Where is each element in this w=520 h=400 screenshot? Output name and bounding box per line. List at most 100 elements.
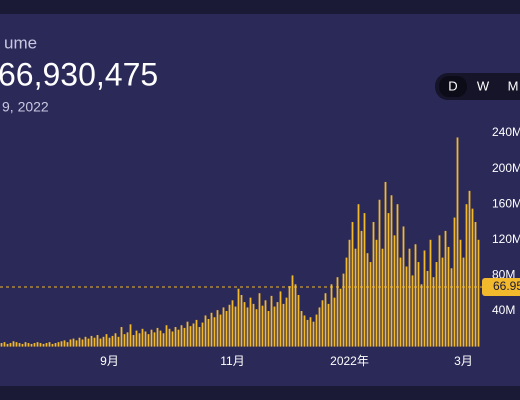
y-tick-label: 40M: [492, 303, 515, 317]
bar: [207, 319, 210, 347]
range-button[interactable]: D: [448, 78, 457, 93]
bar: [33, 343, 36, 347]
bar: [150, 329, 153, 347]
bar: [273, 306, 276, 347]
bar: [198, 327, 201, 347]
bar: [321, 300, 324, 347]
bar: [96, 335, 99, 347]
bar: [255, 309, 258, 347]
bar: [135, 330, 138, 347]
bar: [279, 291, 282, 347]
bar: [441, 257, 444, 347]
bar: [291, 275, 294, 347]
bar: [342, 273, 345, 347]
bar: [105, 334, 108, 347]
bar: [93, 337, 96, 347]
bar: [318, 307, 321, 347]
bar: [249, 297, 252, 347]
bar: [3, 342, 6, 347]
bar: [369, 262, 372, 347]
bar: [99, 338, 102, 347]
bar: [372, 222, 375, 347]
title: ume: [4, 33, 37, 52]
reference-label-box: [482, 278, 520, 297]
bar: [366, 253, 369, 347]
bar: [435, 262, 438, 347]
bar: [123, 334, 126, 347]
bar: [351, 222, 354, 347]
bar: [189, 326, 192, 347]
bar: [84, 336, 87, 347]
bar: [48, 342, 51, 347]
bar: [387, 213, 390, 347]
bar: [330, 284, 333, 347]
bar: [309, 317, 312, 347]
bar: [423, 250, 426, 347]
x-tick-label: 3月: [454, 354, 473, 368]
bar: [210, 312, 213, 347]
bar: [72, 338, 75, 347]
bar: [375, 239, 378, 347]
bar: [444, 230, 447, 347]
bar: [450, 268, 453, 347]
bar: [246, 307, 249, 347]
bar: [264, 300, 267, 347]
bar: [252, 303, 255, 347]
bar: [405, 266, 408, 347]
bar: [315, 314, 318, 347]
bar: [426, 270, 429, 347]
bar: [471, 208, 474, 347]
bar: [429, 239, 432, 347]
bar: [153, 332, 156, 347]
bar: [474, 222, 477, 347]
bar: [162, 333, 165, 347]
range-button[interactable]: W: [477, 78, 490, 93]
bar: [147, 334, 150, 347]
bar: [195, 319, 198, 347]
bar: [459, 239, 462, 347]
bar: [378, 199, 381, 347]
bar: [168, 328, 171, 347]
bar: [201, 322, 204, 347]
bar: [261, 305, 264, 347]
bar: [42, 343, 45, 347]
bar: [27, 343, 30, 347]
bar: [468, 190, 471, 347]
date: 9, 2022: [2, 99, 49, 115]
bar: [336, 277, 339, 347]
bar: [114, 333, 117, 347]
bar: [108, 337, 111, 347]
bar: [420, 284, 423, 347]
bar: [51, 343, 54, 347]
bar: [144, 331, 147, 347]
bar: [222, 307, 225, 347]
bar: [156, 327, 159, 347]
bar: [216, 310, 219, 347]
bar: [285, 297, 288, 347]
bar: [294, 284, 297, 347]
bar: [129, 324, 132, 347]
bar: [270, 295, 273, 347]
bar: [63, 340, 66, 347]
bar: [417, 262, 420, 347]
bar: [432, 277, 435, 347]
bar: [132, 335, 135, 347]
bar: [456, 137, 459, 347]
bar: [237, 288, 240, 347]
bar: [57, 342, 60, 347]
bar: [186, 321, 189, 347]
bar: [303, 315, 306, 347]
bar: [477, 239, 480, 347]
y-tick-label: 240M: [492, 125, 520, 139]
x-tick-label: 2022年: [330, 354, 369, 368]
range-button[interactable]: M: [508, 78, 519, 93]
bar: [381, 248, 384, 347]
bar: [6, 343, 9, 347]
bar: [165, 325, 168, 347]
bar: [324, 293, 327, 347]
bar: [231, 300, 234, 347]
bar: [453, 217, 456, 347]
bar: [18, 343, 21, 347]
bar: [120, 327, 123, 347]
